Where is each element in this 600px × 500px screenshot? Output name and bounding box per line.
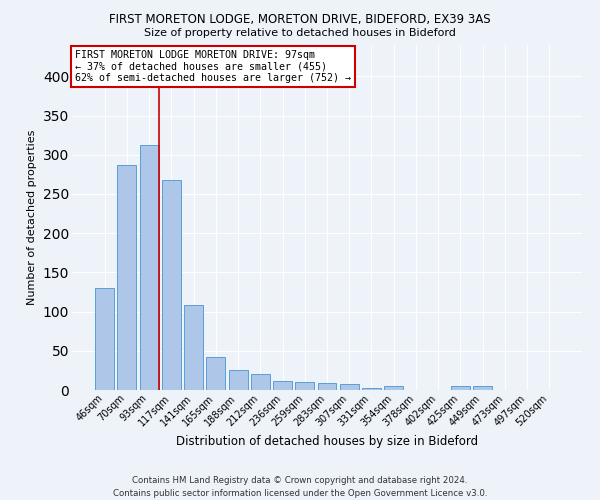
Bar: [251, 374, 270, 390]
Text: FIRST MORETON LODGE, MORETON DRIVE, BIDEFORD, EX39 3AS: FIRST MORETON LODGE, MORETON DRIVE, BIDE…: [109, 12, 491, 26]
Bar: [362, 388, 381, 390]
X-axis label: Distribution of detached houses by size in Bideford: Distribution of detached houses by size …: [176, 434, 478, 448]
Bar: [317, 383, 337, 390]
Bar: [118, 165, 136, 390]
Bar: [473, 386, 492, 390]
Bar: [95, 288, 114, 390]
Bar: [384, 386, 403, 390]
Bar: [295, 382, 314, 390]
Bar: [229, 370, 248, 390]
Bar: [140, 144, 158, 390]
Bar: [184, 306, 203, 390]
Text: FIRST MORETON LODGE MORETON DRIVE: 97sqm
← 37% of detached houses are smaller (4: FIRST MORETON LODGE MORETON DRIVE: 97sqm…: [74, 50, 350, 84]
Bar: [162, 180, 181, 390]
Bar: [273, 382, 292, 390]
Text: Contains HM Land Registry data © Crown copyright and database right 2024.
Contai: Contains HM Land Registry data © Crown c…: [113, 476, 487, 498]
Bar: [340, 384, 359, 390]
Bar: [206, 357, 225, 390]
Bar: [451, 386, 470, 390]
Y-axis label: Number of detached properties: Number of detached properties: [27, 130, 37, 305]
Text: Size of property relative to detached houses in Bideford: Size of property relative to detached ho…: [144, 28, 456, 38]
